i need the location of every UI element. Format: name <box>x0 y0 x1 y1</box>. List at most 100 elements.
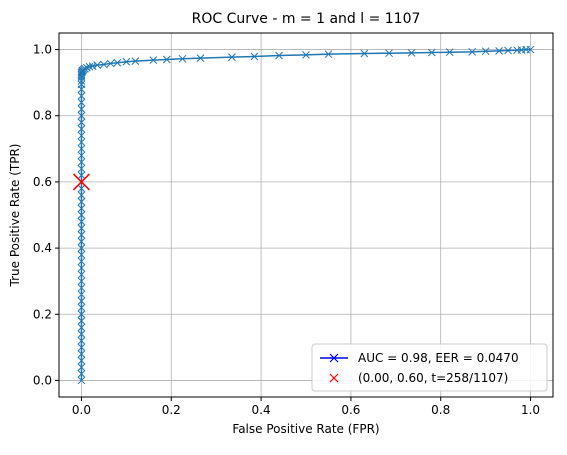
marker-stroke <box>77 270 86 279</box>
roc-point <box>77 138 86 147</box>
legend-entry-threshold: (0.00, 0.60, t=258/1107) <box>358 371 508 385</box>
marker-stroke <box>106 59 115 68</box>
marker-stroke <box>77 151 86 160</box>
marker-stroke <box>77 317 86 325</box>
roc-point <box>504 46 512 55</box>
roc-point <box>77 217 86 226</box>
roc-curve-line <box>80 48 531 381</box>
roc-point <box>77 191 86 199</box>
legend: AUC = 0.98, EER = 0.0470 (0.00, 0.60, t=2… <box>311 343 548 392</box>
roc-point <box>77 336 86 345</box>
marker-stroke <box>77 164 86 173</box>
roc-point <box>85 62 94 71</box>
marker-stroke <box>77 231 86 239</box>
plot-frame <box>58 32 554 398</box>
roc-point <box>495 47 503 55</box>
marker-stroke <box>385 49 393 58</box>
marker-stroke <box>329 373 339 383</box>
x-tick-label: 0.2 <box>162 403 181 417</box>
marker-stroke <box>250 52 259 61</box>
y-tick-label: 0.6 <box>33 175 52 189</box>
roc-point <box>250 52 259 61</box>
roc-point <box>77 111 86 120</box>
marker-stroke <box>77 290 86 299</box>
y-axis-label: True Positive Rate (TPR) <box>8 144 22 288</box>
marker-stroke <box>77 111 86 120</box>
marker-stroke <box>93 61 102 69</box>
roc-point <box>77 303 86 312</box>
roc-point <box>275 51 283 60</box>
roc-point <box>385 49 393 58</box>
roc-point <box>77 250 86 259</box>
marker-stroke <box>77 343 86 352</box>
marker-stroke <box>77 297 86 305</box>
x-tick-label: 0.4 <box>252 403 271 417</box>
marker-stroke <box>329 353 339 363</box>
roc-point <box>77 310 86 319</box>
roc-point <box>162 55 171 64</box>
roc-point <box>77 237 86 246</box>
roc-point <box>77 224 86 233</box>
marker-stroke <box>407 49 416 57</box>
legend-box <box>311 343 548 392</box>
roc-point <box>178 54 187 63</box>
grid-layer <box>59 33 553 397</box>
roc-point <box>196 54 205 63</box>
roc-point <box>81 64 89 73</box>
marker-stroke <box>77 131 86 140</box>
legend-swatch-marker <box>329 353 339 363</box>
marker-stroke <box>88 62 97 70</box>
roc-point <box>77 356 86 365</box>
marker-stroke <box>122 57 131 66</box>
roc-point <box>113 58 122 67</box>
marker-stroke <box>77 323 86 332</box>
chart-title: ROC Curve - m = 1 and l = 1107 <box>192 11 421 27</box>
roc-point <box>93 61 102 69</box>
roc-point <box>77 171 86 180</box>
marker-stroke <box>77 277 86 286</box>
roc-point <box>77 376 86 385</box>
marker-stroke <box>228 53 236 62</box>
roc-point <box>88 62 97 70</box>
roc-point <box>77 144 86 153</box>
x-tick-label: 0.6 <box>341 403 360 417</box>
marker-stroke <box>77 336 86 345</box>
marker-stroke <box>77 376 86 385</box>
marker-stroke <box>77 80 86 89</box>
roc-point <box>324 50 333 59</box>
marker-stroke <box>77 303 86 312</box>
roc-point <box>77 151 86 160</box>
marker-stroke <box>77 144 86 153</box>
marker-stroke <box>77 356 86 365</box>
roc-point <box>77 158 86 166</box>
roc-point <box>77 317 86 325</box>
roc-point <box>526 45 535 54</box>
marker-stroke <box>77 330 86 338</box>
roc-point <box>77 231 86 239</box>
roc-point <box>445 48 454 57</box>
marker-stroke <box>178 54 187 63</box>
marker-stroke <box>77 264 86 272</box>
x-tick-label: 1.0 <box>521 403 540 417</box>
ticks-layer: 0.0 0.2 0.4 0.6 0.8 1.0 0.0 0.2 0.4 0.6 0.8 1.0 <box>33 43 540 417</box>
marker-stroke <box>162 55 171 64</box>
marker-stroke <box>113 58 122 67</box>
roc-point <box>77 211 86 219</box>
roc-point <box>77 244 86 252</box>
roc-point <box>106 59 115 68</box>
roc-point <box>427 48 436 57</box>
x-axis-label: False Positive Rate (FPR) <box>232 422 379 436</box>
roc-point <box>77 323 86 332</box>
threshold-point <box>72 173 90 191</box>
roc-point <box>77 105 86 113</box>
marker-stroke <box>81 64 89 73</box>
marker-stroke <box>302 50 310 59</box>
roc-point <box>77 80 86 89</box>
roc-point <box>149 56 158 64</box>
marker-stroke <box>481 47 490 56</box>
roc-point <box>122 57 131 66</box>
marker-stroke <box>77 158 86 166</box>
marker-stroke <box>77 224 86 233</box>
roc-point <box>468 48 477 56</box>
x-tick-label: 0.8 <box>431 403 450 417</box>
